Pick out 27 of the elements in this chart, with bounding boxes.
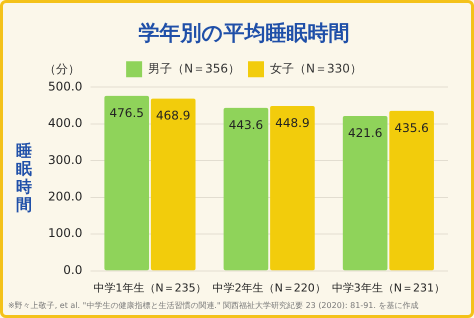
data-label: 443.6 xyxy=(228,118,264,132)
y-tick-label: 100.0 xyxy=(48,226,82,240)
y-tick-label: 400.0 xyxy=(48,116,82,130)
y-tick-label: 0.0 xyxy=(63,262,82,277)
data-label: 421.6 xyxy=(348,126,382,140)
text: （分） xyxy=(44,62,80,76)
legend-label: 女子（N＝330） xyxy=(270,61,362,76)
bar xyxy=(150,98,196,270)
y-tick-label: 500.0 xyxy=(48,79,82,94)
y-tick-label: 300.0 xyxy=(48,152,82,167)
bar xyxy=(104,96,150,270)
x-tick-label: 中学1年生（N＝235） xyxy=(93,281,207,294)
data-label: 476.5 xyxy=(110,106,144,120)
data-label: 468.9 xyxy=(156,108,190,123)
data-label: 435.6 xyxy=(394,120,429,135)
bar xyxy=(342,116,388,270)
chart-title: 学年別の平均睡眠時間 xyxy=(138,21,350,46)
bar xyxy=(389,110,434,270)
y-axis-title: 睡眠時間 xyxy=(16,141,32,214)
legend-label: 男子（N＝356） xyxy=(148,61,240,76)
bar xyxy=(224,108,268,270)
y-tick-label: 200.0 xyxy=(48,189,82,204)
bar xyxy=(270,106,315,270)
x-tick-label: 中学2年生（N＝220） xyxy=(212,281,326,294)
data-label: 448.9 xyxy=(275,116,310,130)
text: ※野々上敬子, et al. "中学生の健康指標と生活習慣の関連." 関西福祉大学研究紀要 23 (2020): 81-91. を基に作成 xyxy=(8,301,418,310)
x-tick-label: 中学3年生（N＝231） xyxy=(332,281,446,294)
